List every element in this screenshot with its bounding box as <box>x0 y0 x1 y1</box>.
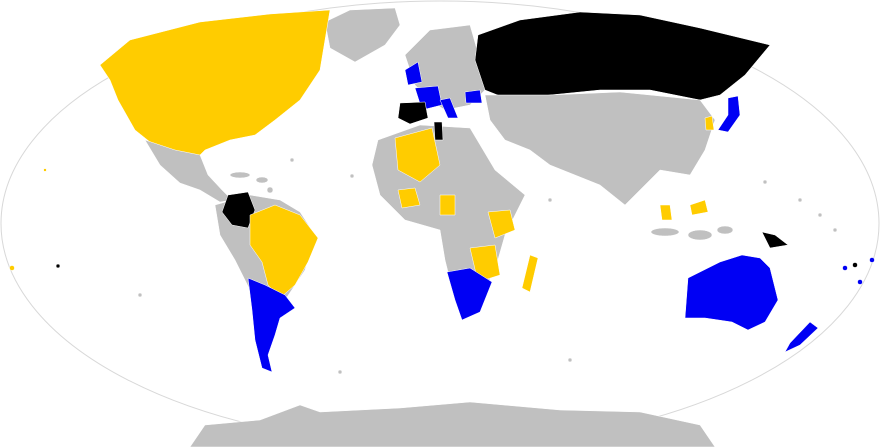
malaysia <box>689 199 709 216</box>
central-africa-yellow <box>439 194 456 216</box>
korea <box>704 115 715 131</box>
greenland <box>324 7 401 63</box>
madagascar <box>521 254 539 293</box>
se-asia-yellow <box>659 204 673 221</box>
japan <box>717 95 741 133</box>
brazil-region <box>249 204 319 299</box>
pacific-islands <box>9 157 875 375</box>
new-zealand <box>784 321 819 353</box>
tunisia <box>433 121 444 141</box>
caribbean-islands <box>229 171 274 194</box>
antarctica <box>189 401 716 447</box>
east-africa-yellow <box>487 209 516 239</box>
russia <box>474 11 771 101</box>
colombia <box>221 191 256 229</box>
iberia <box>397 101 429 125</box>
ukraine-region <box>464 89 483 104</box>
italy <box>439 97 459 119</box>
indonesia-islands <box>650 225 734 241</box>
algeria-region <box>394 127 441 183</box>
north-america-region <box>99 9 331 171</box>
papua-new-guinea <box>761 231 789 249</box>
uk-ireland <box>404 61 423 86</box>
asia-gray <box>484 91 716 206</box>
south-africa-region <box>446 267 493 321</box>
west-africa-yellow <box>397 187 421 209</box>
southern-cone <box>247 277 296 373</box>
australia <box>684 254 779 331</box>
